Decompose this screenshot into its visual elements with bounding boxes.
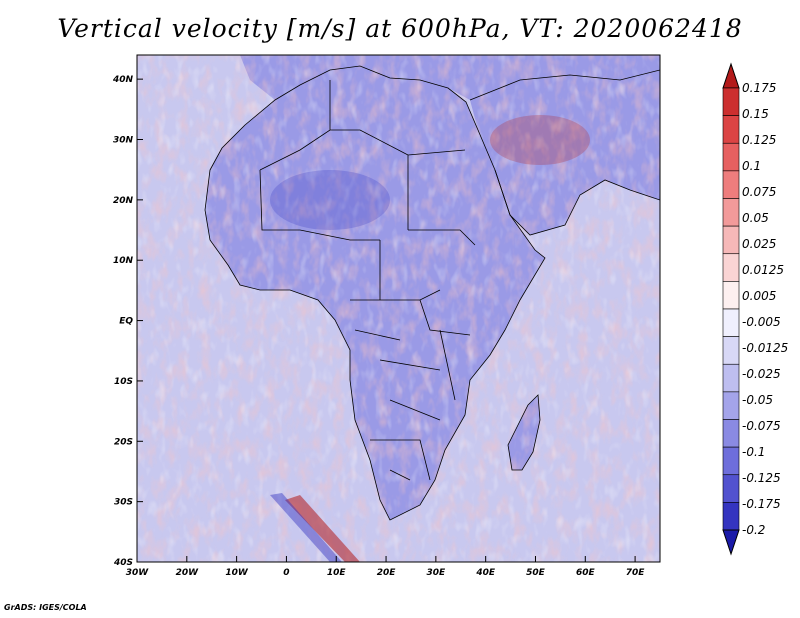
colorbar-label: 0.15 bbox=[742, 107, 769, 121]
lon-tick-label: 30E bbox=[427, 568, 447, 578]
country-borders bbox=[204, 65, 660, 521]
lon-tick-label: 10E bbox=[327, 568, 347, 578]
colorbar-label: -0.005 bbox=[742, 315, 781, 329]
colorbar-swatch bbox=[722, 474, 740, 503]
lon-tick-label: 60E bbox=[576, 568, 596, 578]
lon-tick-label: 30W bbox=[126, 568, 150, 578]
colorbar-top-arrow bbox=[722, 62, 740, 89]
field-speckle bbox=[137, 55, 660, 562]
lon-tick-label: 10W bbox=[225, 568, 249, 578]
lat-tick-label: 20N bbox=[113, 196, 134, 206]
colorbar-swatch bbox=[722, 225, 740, 255]
colorbar-swatch bbox=[722, 308, 740, 337]
lat-tick-label: 10S bbox=[114, 377, 133, 387]
iran-updraft bbox=[490, 115, 590, 165]
colorbar-swatch bbox=[722, 253, 740, 282]
colorbar-swatch bbox=[722, 391, 740, 420]
colorbar-label: 0.1 bbox=[742, 159, 761, 173]
colorbar-label: 0.025 bbox=[742, 237, 776, 251]
grads-credit: GrADS: IGES/COLA bbox=[4, 603, 87, 612]
colorbar-label: 0.05 bbox=[742, 211, 769, 225]
colorbar-swatch bbox=[722, 115, 740, 144]
lat-tick-label: 40N bbox=[112, 75, 134, 85]
colorbar-swatch bbox=[722, 363, 740, 393]
colorbar-label: -0.2 bbox=[742, 523, 765, 537]
colorbar-label: 0.175 bbox=[742, 81, 776, 95]
colorbar-label: 0.125 bbox=[742, 133, 776, 147]
southern-jet-updraft bbox=[285, 495, 360, 562]
lon-tick-label: 40E bbox=[475, 568, 496, 578]
lat-tick-label: 20S bbox=[114, 437, 133, 447]
colorbar-label: -0.025 bbox=[742, 367, 781, 381]
colorbar-label: -0.0125 bbox=[742, 341, 788, 355]
colorbar-label: 0.0125 bbox=[742, 263, 784, 277]
map-title: Vertical velocity [m/s] at 600hPa, VT: 2… bbox=[57, 14, 743, 43]
lat-tick-label: 30S bbox=[114, 498, 133, 508]
sahara-downdraft bbox=[270, 170, 390, 230]
colorbar-label: -0.175 bbox=[742, 497, 781, 511]
colorbar-swatch bbox=[722, 170, 740, 199]
lat-tick-label: 40S bbox=[113, 558, 133, 568]
longitude-ticks: 30W 20W 10W 0 10E 20E 30E 40E 50E 60E 70E bbox=[126, 556, 646, 578]
lat-tick-label: 10N bbox=[113, 256, 134, 266]
colorbar-label: 0.005 bbox=[742, 289, 776, 303]
colorbar-swatch bbox=[722, 502, 740, 531]
lon-tick-label: 20E bbox=[377, 568, 397, 578]
colorbar: 0.175 0.15 0.125 0.1 0.075 0.05 0.025 0.0125 0.0… bbox=[722, 62, 788, 556]
colorbar-label: -0.1 bbox=[742, 445, 765, 459]
lon-tick-label: 50E bbox=[526, 568, 546, 578]
lon-tick-label: 70E bbox=[626, 568, 646, 578]
colorbar-swatch bbox=[722, 87, 740, 116]
lon-tick-label: 20W bbox=[176, 568, 200, 578]
lat-tick-label: EQ bbox=[119, 317, 133, 327]
colorbar-bottom-arrow bbox=[722, 529, 740, 556]
colorbar-swatch bbox=[722, 142, 740, 172]
southern-jet-downdraft bbox=[270, 493, 342, 562]
colorbar-swatch bbox=[722, 446, 740, 476]
plot-frame bbox=[136, 54, 661, 563]
lon-tick-label: 0 bbox=[283, 568, 289, 578]
colorbar-label: -0.05 bbox=[742, 393, 773, 407]
latitude-ticks: 40N 30N 20N 10N EQ 10S 20S 30S 40S bbox=[112, 75, 143, 568]
colorbar-label: 0.075 bbox=[742, 185, 776, 199]
colorbar-swatch bbox=[722, 281, 740, 310]
lat-tick-label: 30N bbox=[113, 136, 134, 146]
colorbar-swatch bbox=[722, 198, 740, 227]
colorbar-swatch bbox=[722, 419, 740, 448]
colorbar-swatch bbox=[722, 336, 740, 365]
colorbar-label: -0.125 bbox=[742, 471, 781, 485]
map-field bbox=[137, 55, 660, 562]
colorbar-label: -0.075 bbox=[742, 419, 781, 433]
